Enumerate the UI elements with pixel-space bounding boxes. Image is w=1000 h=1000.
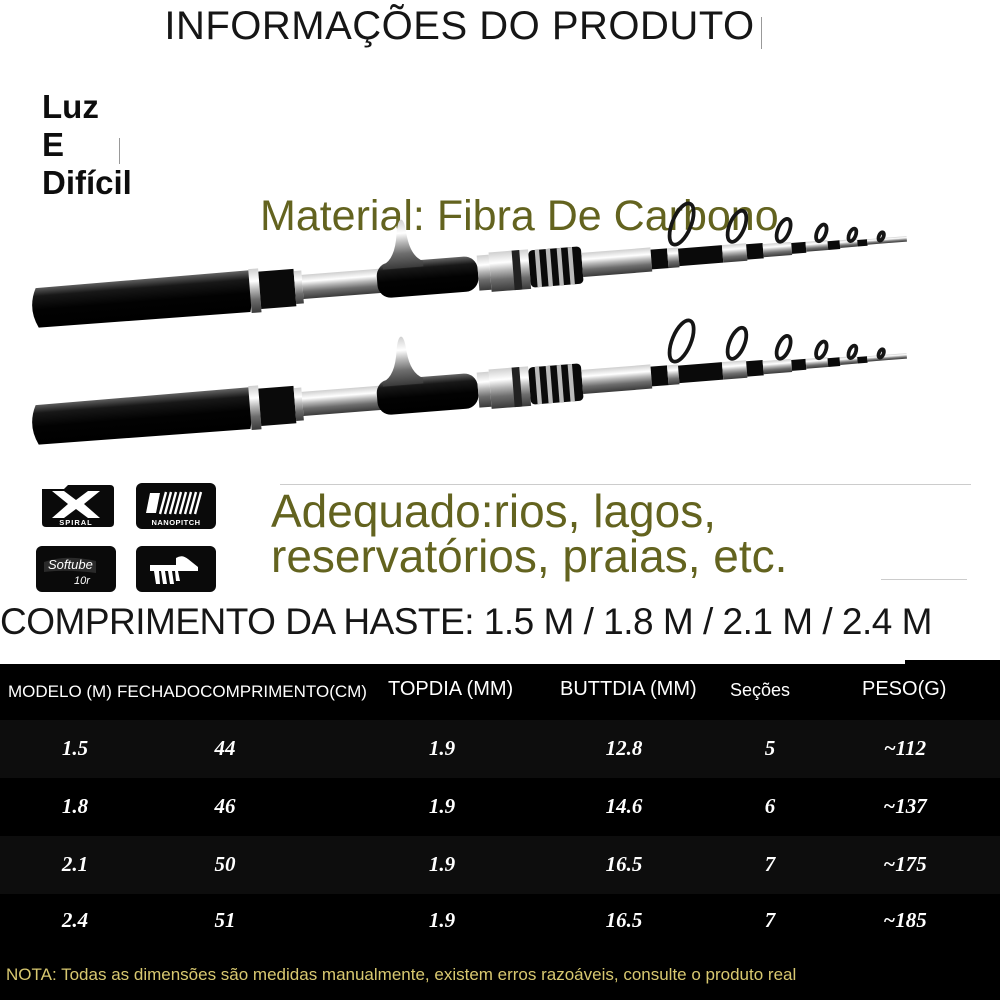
svg-text:Softube: Softube (48, 557, 93, 572)
svg-text:10r: 10r (74, 575, 91, 587)
svg-text:SPIRAL: SPIRAL (59, 518, 93, 527)
svg-text:NANOPITCH: NANOPITCH (151, 518, 200, 527)
